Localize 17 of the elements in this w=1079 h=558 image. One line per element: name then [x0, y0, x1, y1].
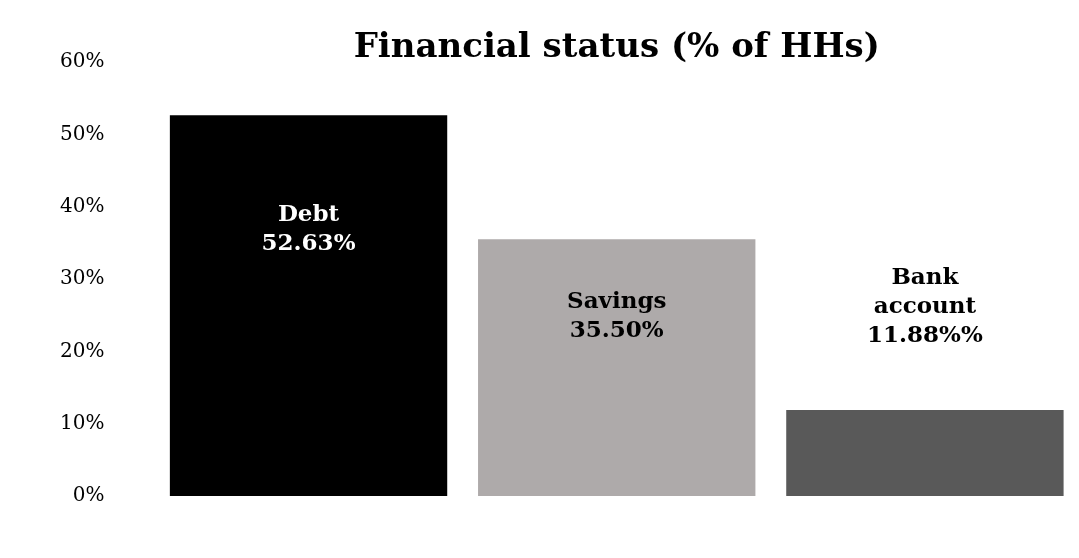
chart-title: Financial status (% of HHs) [353, 24, 880, 65]
y-tick-label: 50% [60, 120, 105, 145]
data-label: 52.63% [261, 227, 356, 255]
bar [478, 239, 756, 496]
y-tick-label: 60% [60, 48, 105, 73]
x-tick-label: Bank account [873, 261, 977, 318]
bar [786, 410, 1064, 496]
data-label: 11.88%% [867, 319, 983, 347]
x-tick-label: Debt [277, 198, 340, 226]
y-tick-label: 30% [60, 265, 105, 290]
y-tick-label: 40% [60, 192, 105, 217]
x-tick-label: Savings [567, 285, 667, 313]
bar [169, 115, 448, 496]
y-tick-label: 20% [60, 337, 105, 362]
data-label: 35.50% [569, 314, 664, 342]
y-tick-label: 0% [72, 482, 105, 507]
y-tick-label: 10% [60, 409, 105, 434]
